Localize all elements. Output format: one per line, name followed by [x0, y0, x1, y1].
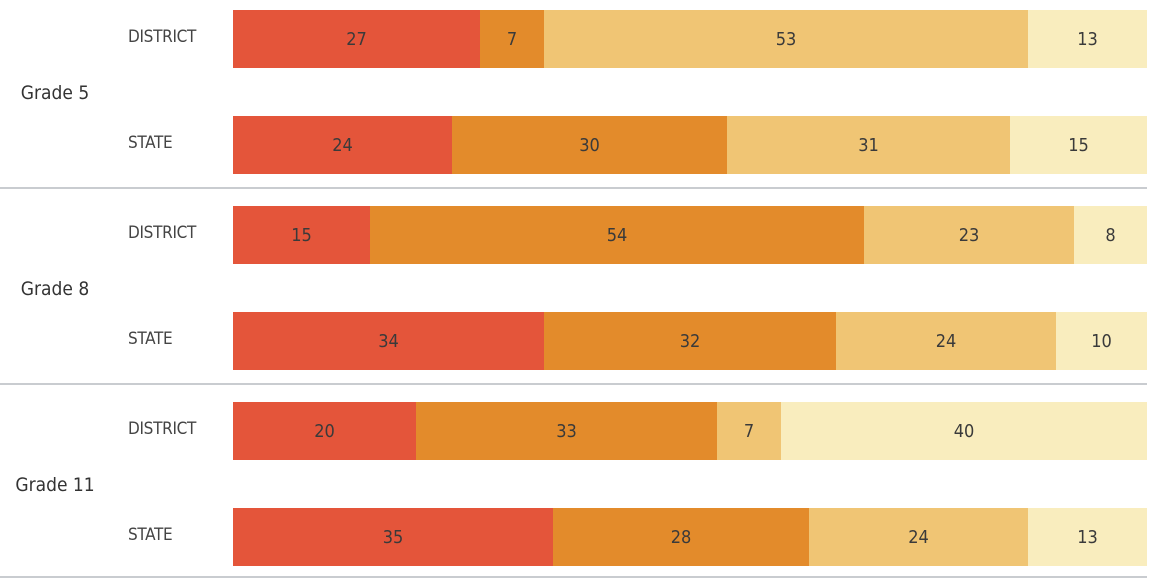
- grade-label: Grade 11: [15, 474, 95, 496]
- bar-segment: 13: [1028, 508, 1147, 566]
- bar-segment: 13: [1028, 10, 1147, 68]
- bar-segment: 15: [1010, 116, 1147, 174]
- bar-segment: 27: [233, 10, 480, 68]
- district-bar-label: DISTRICT: [128, 223, 197, 243]
- state-bar-label: STATE: [128, 133, 173, 153]
- bar-segment: 23: [864, 206, 1074, 264]
- grade-label: Grade 5: [20, 82, 90, 104]
- district-bar-label: DISTRICT: [128, 419, 197, 439]
- bar-segment: 24: [809, 508, 1028, 566]
- bar-segment: 35: [233, 508, 553, 566]
- bar-segment: 34: [233, 312, 544, 370]
- stacked-bar: 35 28 24 13: [233, 508, 1147, 566]
- stacked-bar: 27 7 53 13: [233, 10, 1147, 68]
- state-bar-label: STATE: [128, 329, 173, 349]
- bar-segment: 32: [544, 312, 836, 370]
- bar-segment: 7: [717, 402, 781, 460]
- group-divider: [0, 383, 1147, 385]
- grade-label: Grade 8: [20, 278, 90, 300]
- bar-segment: 31: [727, 116, 1010, 174]
- group-divider: [0, 576, 1147, 578]
- bar-segment: 40: [781, 402, 1147, 460]
- stacked-bar: 15 54 23 8: [233, 206, 1147, 264]
- district-bar-label: DISTRICT: [128, 27, 197, 47]
- bar-segment: 7: [480, 10, 544, 68]
- bar-segment: 10: [1056, 312, 1147, 370]
- bar-segment: 24: [836, 312, 1056, 370]
- bar-segment: 54: [370, 206, 864, 264]
- stacked-bar: 24 30 31 15: [233, 116, 1147, 174]
- bar-segment: 15: [233, 206, 370, 264]
- bar-segment: 53: [544, 10, 1028, 68]
- bar-segment: 8: [1074, 206, 1147, 264]
- bar-segment: 33: [416, 402, 717, 460]
- bar-segment: 28: [553, 508, 809, 566]
- bar-segment: 24: [233, 116, 452, 174]
- state-bar-label: STATE: [128, 525, 173, 545]
- group-divider: [0, 187, 1147, 189]
- stacked-bar: 20 33 7 40: [233, 402, 1147, 460]
- stacked-bar: 34 32 24 10: [233, 312, 1147, 370]
- bar-segment: 30: [452, 116, 727, 174]
- bar-segment: 20: [233, 402, 416, 460]
